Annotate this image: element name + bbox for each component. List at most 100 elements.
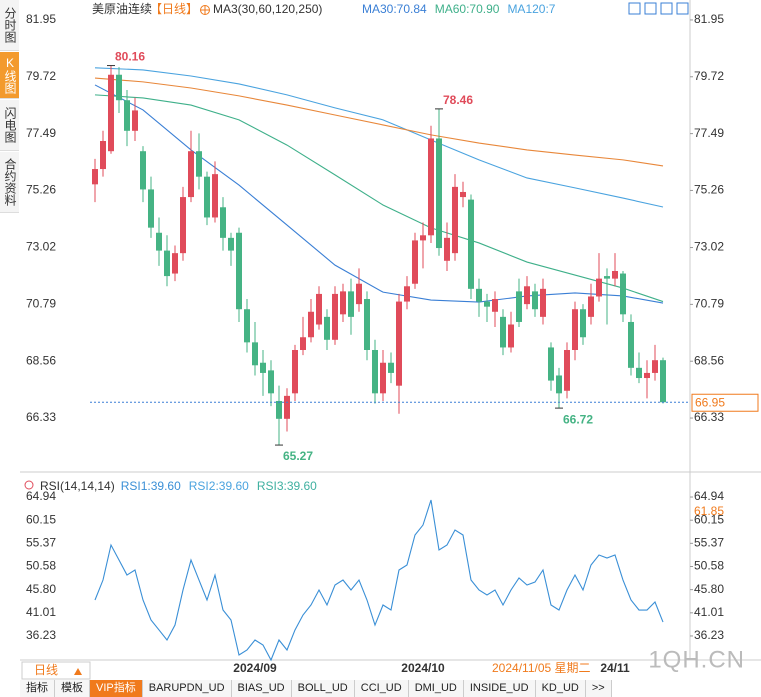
y-tick-label: 60.15	[26, 512, 56, 526]
legend-entry: MA120:7	[507, 2, 555, 16]
y-tick-label: 75.26	[694, 183, 724, 197]
y-tick-label: 50.58	[26, 559, 56, 573]
candle-body	[604, 276, 610, 279]
period: 【日线】	[150, 2, 198, 16]
icon[interactable]	[660, 2, 673, 15]
candle-body	[340, 291, 346, 315]
candle-body	[108, 74, 114, 152]
marker-label: 66.72	[563, 412, 593, 426]
candle-body	[92, 169, 98, 185]
indicator-tabs: 指标 模板 VIP指标 BARUPDN_UD BIAS_UD BOLL_UD CCI_UD D…	[20, 680, 612, 697]
candle-body	[580, 309, 586, 338]
candle-body	[260, 362, 266, 373]
y-tick-label: 41.01	[26, 605, 56, 619]
candle-body	[516, 291, 522, 322]
y-tick-label: 77.49	[26, 126, 56, 140]
candle-body	[428, 138, 434, 236]
candle-body	[124, 100, 130, 131]
indicator-tab[interactable]: INSIDE_UD	[463, 680, 536, 697]
legend-entry: MA30:70.84	[362, 2, 427, 16]
y-tick-label: 45.80	[694, 582, 724, 596]
toolbar-icons[interactable]	[628, 2, 689, 15]
y-tick-label: 64.94	[694, 489, 724, 503]
candle-body	[204, 176, 210, 218]
candle-body	[396, 301, 402, 386]
period-select[interactable]: 日线	[34, 663, 58, 677]
candle-body	[220, 207, 226, 238]
y-tick-label: 79.72	[26, 69, 56, 83]
candle-body	[532, 291, 538, 310]
indicator-tab[interactable]: >>	[585, 680, 612, 697]
candle-body	[132, 110, 138, 131]
indicator-tab[interactable]: BARUPDN_UD	[142, 680, 232, 697]
series-line	[94, 94, 664, 303]
candle-body	[460, 191, 466, 198]
indicator-tab[interactable]: BIAS_UD	[231, 680, 292, 697]
candle-body	[164, 250, 170, 277]
candle-body	[388, 362, 394, 373]
candle-body	[380, 362, 386, 394]
indicator-tab[interactable]: CCI_UD	[354, 680, 409, 697]
y-tick-label: 70.79	[694, 297, 724, 311]
candle-body	[156, 232, 162, 251]
legend-entry: RSI3:39.60	[257, 479, 317, 493]
y-tick-label: 77.49	[694, 126, 724, 140]
candle-body	[556, 375, 562, 394]
current-value-label: 61.85	[694, 504, 724, 518]
sidebar-tab[interactable]: 分时图	[0, 0, 19, 51]
indicator-tab[interactable]: VIP指标	[90, 680, 143, 697]
indicator-tab[interactable]: 模板	[55, 680, 90, 697]
icon[interactable]	[676, 2, 689, 15]
candle-body	[172, 253, 178, 274]
indicator-tab[interactable]: KD_UD	[535, 680, 586, 697]
candle-body	[228, 237, 234, 251]
candle-body	[660, 360, 666, 403]
candle-body	[276, 400, 282, 419]
current-price-box	[691, 393, 759, 412]
candle-body	[468, 199, 474, 289]
candle-body	[324, 316, 330, 340]
dropdown-arrow	[74, 668, 82, 675]
candle-body	[548, 347, 554, 381]
panel-title: RSI(14,14,14)	[40, 479, 115, 493]
candle-body	[596, 278, 602, 297]
candle-body	[524, 286, 530, 305]
candle-body	[404, 286, 410, 302]
indicator-tab[interactable]: DMI_UD	[408, 680, 464, 697]
x-tick-label: 2024/09	[233, 661, 277, 675]
candle-body	[628, 321, 634, 368]
candle-body	[492, 299, 498, 312]
indicator: MA3(30,60,120,250)	[213, 2, 322, 16]
sidebar-tab[interactable]: 闪电图	[0, 100, 19, 151]
candle-body	[436, 138, 442, 249]
period-box[interactable]	[21, 661, 91, 680]
indicator-tab[interactable]: BOLL_UD	[291, 680, 355, 697]
candle-body	[564, 349, 570, 391]
y-tick-label: 66.33	[694, 410, 724, 424]
y-tick-label: 66.33	[26, 410, 56, 424]
candle-body	[444, 237, 450, 261]
candle-body	[348, 291, 354, 317]
candle-body	[244, 309, 250, 343]
icon[interactable]	[628, 2, 641, 15]
candle-body	[452, 186, 458, 254]
candle-body	[364, 299, 370, 350]
indicator-tab[interactable]: 指标	[20, 680, 55, 697]
icon[interactable]	[644, 2, 657, 15]
sidebar-tab[interactable]: K线图	[0, 52, 19, 99]
candle-body	[316, 293, 322, 325]
settings-icon[interactable]	[200, 5, 210, 15]
candle-body	[652, 360, 658, 373]
y-tick-label: 75.26	[26, 183, 56, 197]
y-tick-label: 41.01	[694, 605, 724, 619]
candle-body	[100, 141, 106, 170]
rsi-icon[interactable]	[24, 480, 34, 490]
candle-body	[484, 301, 490, 307]
legend-entry: MA60:70.90	[435, 2, 500, 16]
sidebar-tab[interactable]: 合约资料	[0, 152, 19, 213]
candle-body	[236, 232, 242, 310]
marker-label: 65.27	[283, 449, 313, 463]
y-tick-label: 50.58	[694, 559, 724, 573]
